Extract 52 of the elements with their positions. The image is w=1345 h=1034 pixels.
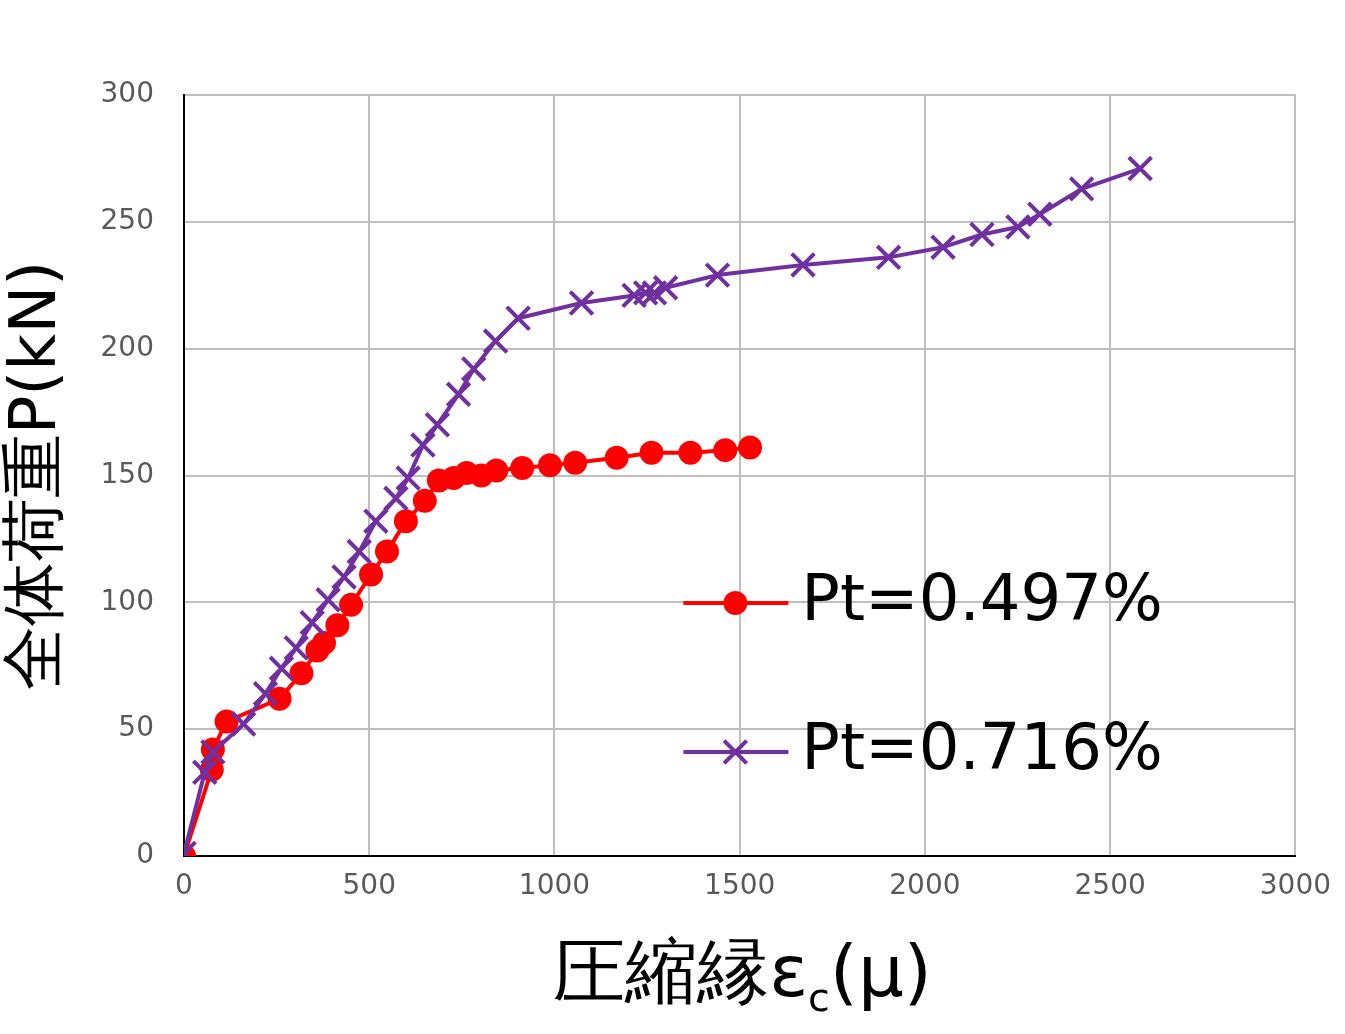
- point: [704, 261, 731, 289]
- point: [929, 233, 957, 261]
- point: [510, 455, 535, 480]
- point: [678, 440, 703, 465]
- legend-label: Pt=0.716%: [801, 709, 1163, 784]
- point: [394, 464, 422, 492]
- point: [484, 458, 509, 483]
- point: [1068, 175, 1095, 203]
- point: [359, 562, 384, 587]
- point: [641, 279, 668, 307]
- point: [409, 431, 437, 459]
- y-tick-label: 50: [118, 710, 154, 744]
- y-tick-label: 300: [100, 76, 154, 110]
- point: [713, 438, 738, 463]
- y-tick-label: 100: [100, 583, 154, 617]
- x-tick-label: 1000: [518, 868, 591, 902]
- point: [339, 592, 364, 617]
- y-tick-label: 0: [136, 837, 154, 871]
- point: [1126, 155, 1154, 182]
- x-tick-label: 1500: [704, 868, 776, 902]
- point: [289, 661, 314, 686]
- point: [568, 289, 595, 317]
- x-axis-title: 圧縮縁ε$_{c}$(μ): [552, 929, 933, 1021]
- point: [563, 450, 588, 475]
- point: [639, 440, 664, 465]
- point: [620, 282, 648, 309]
- y-tick-label: 200: [100, 329, 154, 363]
- point: [191, 758, 219, 786]
- point: [632, 279, 659, 307]
- point: [393, 509, 418, 534]
- point: [375, 539, 400, 564]
- point: [789, 251, 817, 279]
- y-tick-label: 250: [100, 203, 154, 237]
- point: [504, 304, 532, 332]
- point: [325, 613, 350, 638]
- x-tick-label: 3000: [1259, 868, 1331, 902]
- y-tick-label: 150: [100, 456, 154, 490]
- legend-label: Pt=0.497%: [801, 560, 1163, 635]
- point: [875, 244, 902, 271]
- point: [1004, 213, 1032, 241]
- x-tick-label: 2000: [889, 868, 961, 902]
- point: [604, 445, 629, 470]
- point: [968, 221, 996, 248]
- point: [538, 453, 563, 478]
- y-axis-title: 全体荷重P(kN): [0, 260, 71, 691]
- x-tick-label: 2500: [1074, 868, 1146, 902]
- x-tick-label: 0: [175, 868, 193, 902]
- point: [738, 435, 763, 460]
- point: [412, 488, 437, 513]
- x-tick-label: 500: [342, 868, 396, 902]
- point: [312, 630, 337, 655]
- point: [652, 274, 679, 302]
